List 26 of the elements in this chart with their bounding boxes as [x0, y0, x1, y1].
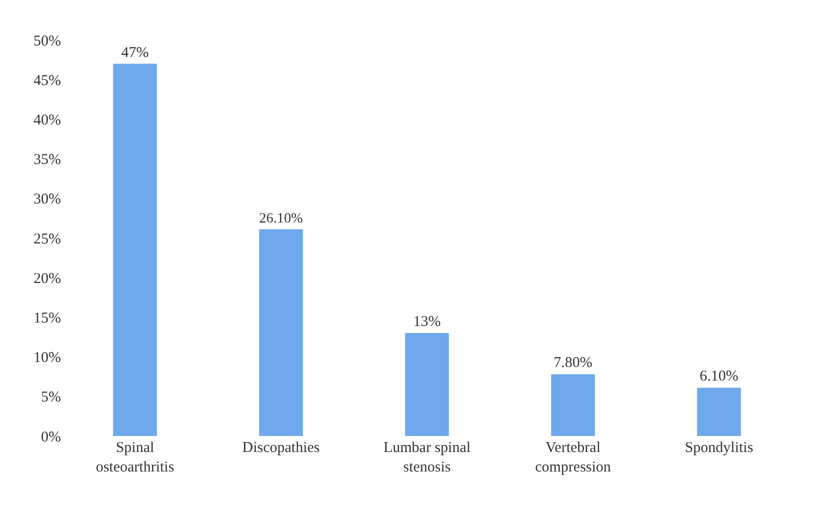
x-tick-label: Spinal osteoarthritis	[96, 440, 174, 476]
x-tick-label: Discopathies	[242, 440, 320, 456]
y-tick-label: 50%	[34, 33, 61, 50]
y-tick-label: 10%	[34, 350, 61, 366]
data-label: 7.80%	[554, 355, 592, 372]
y-tick-label: 45%	[34, 72, 61, 89]
y-tick-label: 35%	[34, 152, 61, 168]
y-tick-label: 0%	[41, 429, 61, 446]
y-tick-label: 15%	[34, 310, 61, 326]
bar	[697, 388, 741, 436]
bar	[551, 374, 595, 436]
bar	[259, 229, 303, 436]
x-tick-label: Lumbar spinal stenosis	[383, 440, 471, 476]
data-label: 47%	[121, 44, 149, 61]
y-tick-label: 40%	[34, 112, 61, 128]
y-tick-label: 5%	[41, 390, 61, 406]
data-label: 6.10%	[700, 368, 738, 385]
data-label: 13%	[413, 314, 441, 330]
y-tick-label: 25%	[34, 231, 61, 248]
y-tick-label: 20%	[34, 270, 61, 287]
bar	[113, 64, 157, 436]
x-tick-label: Vertebral compression	[535, 440, 612, 476]
x-tick-label: Spondylitis	[684, 440, 754, 456]
y-tick-label: 30%	[34, 192, 61, 208]
bar	[405, 333, 449, 436]
data-label: 26.10%	[259, 210, 304, 226]
